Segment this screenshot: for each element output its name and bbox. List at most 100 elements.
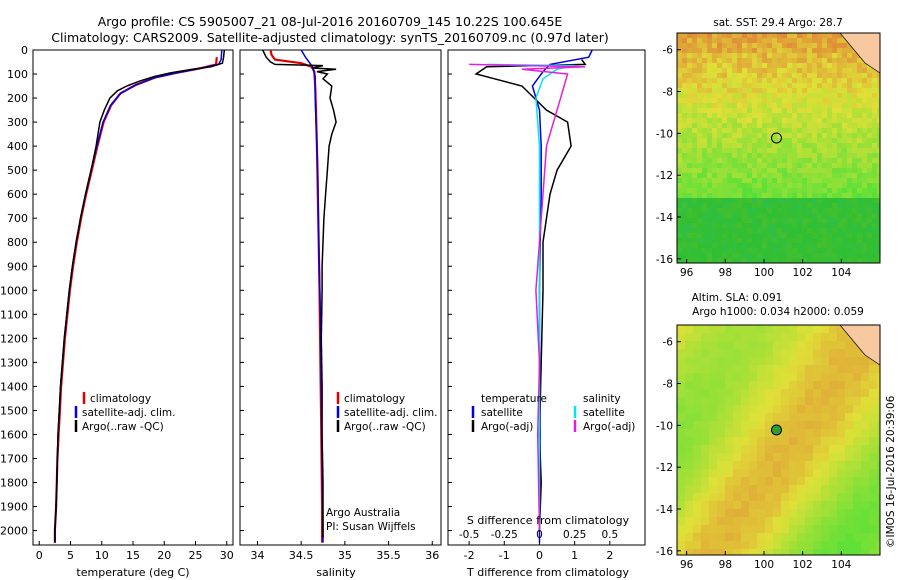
sst-cell [772, 178, 778, 184]
sst-cell [872, 78, 878, 84]
sla-cell [725, 349, 734, 358]
sst-cell [877, 193, 880, 199]
sst-cell [732, 93, 738, 99]
sst-cell [867, 83, 873, 89]
sst-cell [722, 218, 728, 224]
sst-cell [847, 138, 853, 144]
sst-cell [772, 158, 778, 164]
sla-cell [789, 333, 798, 342]
sst-cell [752, 223, 758, 229]
sst-cell [837, 198, 843, 204]
sst-cell [702, 143, 708, 149]
sla-cell [797, 533, 806, 542]
sst-cell [717, 118, 723, 124]
sst-cell [797, 98, 803, 104]
sla-cell [877, 389, 880, 398]
sst-cell [802, 158, 808, 164]
sla-cell [781, 405, 790, 414]
sst-cell [722, 168, 728, 174]
sst-cell [737, 118, 743, 124]
sst-cell [872, 103, 878, 109]
sst-cell [757, 48, 763, 54]
sst-cell [782, 208, 788, 214]
sst-cell [747, 198, 753, 204]
sst-cell [802, 73, 808, 79]
sst-cell [787, 178, 793, 184]
sst-cell [737, 243, 743, 249]
sla-cell [853, 365, 862, 374]
sst-cell [842, 43, 848, 49]
sst-cell [782, 98, 788, 104]
sst-cell [857, 168, 863, 174]
sst-cell [692, 158, 698, 164]
sla-cell [829, 373, 838, 382]
sst-cell [752, 88, 758, 94]
sst-cell [847, 53, 853, 59]
sst-cell [717, 143, 723, 149]
sst-cell [817, 213, 823, 219]
sst-cell [717, 178, 723, 184]
sla-cell [797, 421, 806, 430]
sla-cell [725, 413, 734, 422]
sst-cell [682, 233, 688, 239]
sst-cell [857, 133, 863, 139]
sst-cell [702, 258, 708, 263]
sla-cell [829, 461, 838, 470]
sst-cell [832, 173, 838, 179]
sst-cell [742, 53, 748, 59]
sst-cell [872, 168, 878, 174]
sst-cell [867, 203, 873, 209]
sst-cell [692, 218, 698, 224]
sst-cell [687, 163, 693, 169]
sst-cell [782, 118, 788, 124]
sst-cell [832, 188, 838, 194]
sst-cell [797, 183, 803, 189]
sst-cell [697, 153, 703, 159]
sst-cell [757, 163, 763, 169]
sla-cell [749, 445, 758, 454]
sla-cell [805, 469, 814, 478]
sst-cell [742, 168, 748, 174]
sla-cell [733, 445, 742, 454]
sla-cell [837, 333, 846, 342]
sst-cell [867, 173, 873, 179]
sst-cell [757, 88, 763, 94]
sla-cell [869, 533, 878, 542]
argo-position-marker [770, 132, 782, 144]
sst-cell [872, 193, 878, 199]
sst-cell [702, 53, 708, 59]
sst-cell [847, 153, 853, 159]
sst-cell [877, 218, 880, 224]
sst-cell [737, 78, 743, 84]
sst-cell [747, 58, 753, 64]
sla-cell [797, 493, 806, 502]
sst-cell [677, 208, 683, 214]
sst-cell [817, 143, 823, 149]
sst-cell [752, 173, 758, 179]
sla-cell [837, 453, 846, 462]
sst-cell [772, 63, 778, 69]
sla-cell [797, 501, 806, 510]
sst-cell [827, 63, 833, 69]
sla-cell [845, 485, 854, 494]
sst-cell [737, 123, 743, 129]
sst-cell [702, 178, 708, 184]
sst-cell [702, 163, 708, 169]
sst-cell [717, 73, 723, 79]
sst-cell [702, 148, 708, 154]
sla-cell [845, 365, 854, 374]
sla-cell [765, 501, 774, 510]
sst-cell [807, 33, 813, 39]
sla-cell [773, 397, 782, 406]
sst-cell [797, 153, 803, 159]
sst-cell [852, 78, 858, 84]
sla-cell [757, 469, 766, 478]
sst-cell [847, 223, 853, 229]
sla-cell [805, 477, 814, 486]
sst-cell [697, 188, 703, 194]
sst-cell [827, 48, 833, 54]
sla-cell [709, 381, 718, 390]
sst-cell [877, 153, 880, 159]
sst-cell [832, 98, 838, 104]
sst-cell [872, 213, 878, 219]
